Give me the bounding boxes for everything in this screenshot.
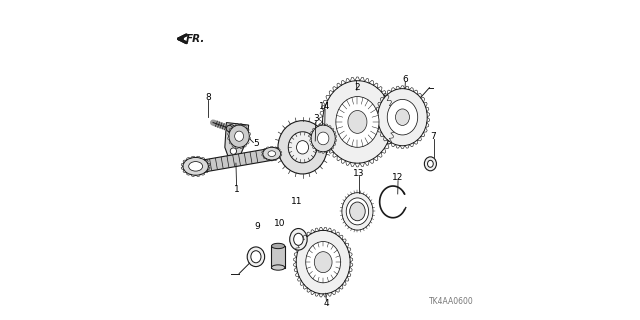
Ellipse shape bbox=[342, 193, 373, 230]
Ellipse shape bbox=[268, 151, 276, 156]
Circle shape bbox=[227, 125, 233, 132]
Text: 14: 14 bbox=[319, 101, 331, 111]
Ellipse shape bbox=[296, 230, 350, 294]
Circle shape bbox=[230, 148, 237, 154]
Text: 2: 2 bbox=[354, 83, 360, 92]
Text: 12: 12 bbox=[392, 173, 404, 182]
Ellipse shape bbox=[323, 81, 392, 163]
Ellipse shape bbox=[306, 242, 340, 283]
Circle shape bbox=[228, 124, 234, 131]
Text: 3: 3 bbox=[313, 114, 319, 123]
Text: TK4AA0600: TK4AA0600 bbox=[429, 297, 474, 306]
Ellipse shape bbox=[314, 252, 332, 273]
Bar bbox=[271, 246, 285, 268]
Ellipse shape bbox=[296, 141, 308, 154]
Ellipse shape bbox=[396, 109, 410, 125]
Text: 8: 8 bbox=[205, 93, 211, 102]
Ellipse shape bbox=[317, 132, 329, 145]
Text: 10: 10 bbox=[274, 219, 285, 228]
Ellipse shape bbox=[229, 125, 249, 147]
Ellipse shape bbox=[263, 147, 281, 160]
Ellipse shape bbox=[336, 97, 379, 147]
FancyArrowPatch shape bbox=[179, 35, 186, 43]
Ellipse shape bbox=[271, 265, 285, 270]
Text: FR.: FR. bbox=[186, 34, 205, 44]
Ellipse shape bbox=[387, 100, 418, 135]
Ellipse shape bbox=[235, 131, 244, 141]
Polygon shape bbox=[225, 123, 248, 156]
Ellipse shape bbox=[378, 89, 428, 146]
Ellipse shape bbox=[251, 251, 261, 263]
Ellipse shape bbox=[349, 202, 365, 221]
Ellipse shape bbox=[346, 198, 369, 225]
Ellipse shape bbox=[247, 247, 265, 267]
Ellipse shape bbox=[183, 157, 209, 175]
Text: 7: 7 bbox=[431, 132, 436, 141]
Text: 13: 13 bbox=[353, 169, 365, 178]
Ellipse shape bbox=[271, 243, 285, 249]
Text: 5: 5 bbox=[253, 139, 259, 148]
Ellipse shape bbox=[294, 233, 303, 245]
Ellipse shape bbox=[288, 132, 317, 163]
Ellipse shape bbox=[278, 121, 327, 174]
Text: 4: 4 bbox=[324, 299, 329, 308]
Ellipse shape bbox=[428, 160, 433, 167]
Text: 6: 6 bbox=[403, 75, 408, 84]
Ellipse shape bbox=[348, 110, 367, 133]
Circle shape bbox=[240, 128, 246, 135]
Text: 9: 9 bbox=[255, 222, 260, 231]
Ellipse shape bbox=[424, 157, 436, 171]
Polygon shape bbox=[191, 148, 276, 174]
Ellipse shape bbox=[189, 162, 203, 171]
Text: 11: 11 bbox=[291, 197, 302, 206]
Ellipse shape bbox=[311, 125, 335, 152]
Text: 1: 1 bbox=[234, 185, 240, 194]
Ellipse shape bbox=[290, 228, 307, 250]
